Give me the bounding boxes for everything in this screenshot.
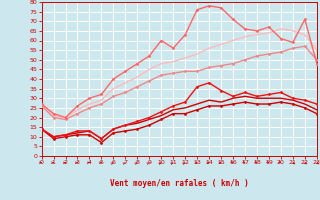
X-axis label: Vent moyen/en rafales ( km/h ): Vent moyen/en rafales ( km/h ) bbox=[110, 179, 249, 188]
